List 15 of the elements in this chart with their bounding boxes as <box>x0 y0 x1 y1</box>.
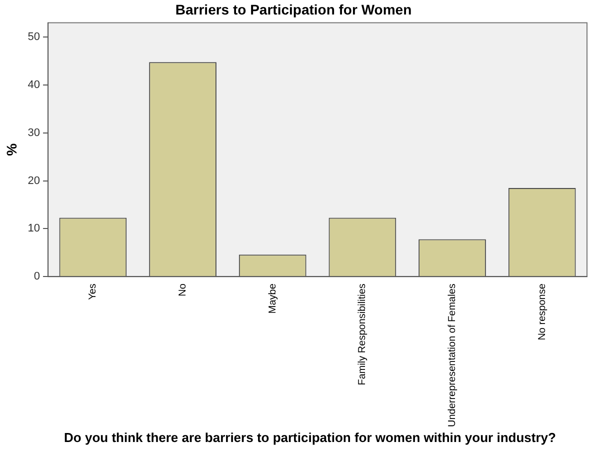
x-tick-label: No response <box>536 283 548 340</box>
y-axis-title: % <box>3 142 20 156</box>
y-tick-label: 10 <box>28 222 40 235</box>
x-tick-label: Maybe <box>267 283 278 314</box>
x-tick-label: No <box>178 283 189 296</box>
chart-title: Barriers to Participation for Women <box>175 1 412 18</box>
x-tick-label: Family Responsibilities <box>357 284 368 386</box>
x-axis-title: Do you think there are barriers to participation for women within your industry? <box>63 430 557 445</box>
y-tick-label: 20 <box>28 174 40 187</box>
y-tick-label: 50 <box>28 31 40 44</box>
x-tick-label: Underrepresentation of Females <box>447 284 458 428</box>
y-tick-label: 0 <box>34 270 40 283</box>
y-tick-label: 30 <box>28 126 40 139</box>
x-tick-label: Yes <box>88 284 99 300</box>
y-tick-label: 40 <box>28 79 40 92</box>
